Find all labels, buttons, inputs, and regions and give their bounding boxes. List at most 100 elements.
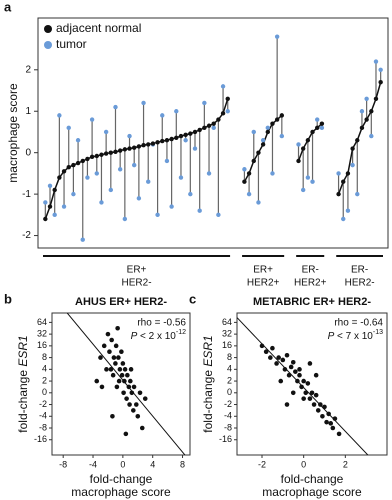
point — [105, 331, 111, 337]
normal-point — [373, 96, 379, 102]
point — [129, 390, 135, 396]
y-axis-label-gene: ESR1 — [201, 335, 215, 366]
normal-point — [117, 148, 123, 153]
normal-point — [174, 135, 179, 140]
tumor-point — [355, 191, 360, 197]
tumor-point — [251, 129, 256, 135]
point — [290, 390, 296, 396]
tumor-point — [192, 146, 198, 151]
point — [284, 352, 290, 358]
point — [307, 361, 313, 366]
point — [282, 367, 288, 372]
tumor-point — [132, 162, 137, 168]
tumor-point — [279, 133, 285, 139]
panel-letter: c — [189, 291, 196, 306]
normal-point — [369, 109, 374, 114]
tumor-point — [155, 212, 160, 218]
tumor-point — [369, 133, 374, 139]
point — [122, 378, 127, 384]
normal-point — [192, 129, 198, 135]
y-tick-label: 0 — [25, 147, 31, 158]
point — [104, 367, 109, 372]
normal-point — [345, 171, 351, 176]
normal-point — [160, 138, 165, 144]
tumor-point — [336, 171, 341, 176]
point — [127, 402, 132, 407]
normal-point — [71, 162, 76, 168]
normal-point — [99, 152, 104, 157]
tumor-point — [319, 125, 325, 131]
normal-point — [300, 146, 306, 151]
point — [122, 367, 128, 372]
tumor-point — [373, 59, 379, 64]
tumor-point — [89, 117, 95, 122]
tumor-point — [188, 191, 193, 197]
tumor-point — [94, 171, 99, 176]
point — [137, 390, 143, 396]
x-axis-label: macrophage score — [262, 485, 362, 499]
point — [278, 378, 284, 384]
point — [309, 390, 315, 396]
normal-point — [251, 158, 256, 164]
group-label: HER2- — [122, 278, 152, 289]
panel-letter: b — [4, 291, 12, 306]
x-tick-label: 2 — [343, 459, 348, 469]
y-tick-label: 2 — [227, 375, 232, 385]
point — [326, 411, 331, 417]
tumor-point — [310, 179, 315, 184]
x-axis-label: fold-change — [90, 472, 153, 486]
point — [119, 349, 124, 355]
point — [280, 357, 286, 363]
legend-swatch — [44, 25, 52, 33]
normal-point — [183, 132, 188, 138]
tumor-point — [345, 208, 351, 213]
tumor-point — [296, 142, 301, 147]
normal-point — [61, 169, 67, 174]
point — [313, 372, 319, 378]
tumor-point — [211, 125, 216, 131]
x-tick-label: -4 — [89, 459, 97, 469]
point — [295, 378, 300, 384]
y-tick-label: -2 — [39, 399, 47, 409]
point — [301, 396, 306, 401]
tumor-point — [99, 200, 104, 205]
tumor-point — [246, 191, 252, 197]
point — [322, 404, 327, 410]
point — [315, 408, 321, 413]
tumor-point — [117, 167, 123, 172]
normal-point — [178, 133, 184, 139]
tumor-point — [146, 179, 151, 184]
y-tick-label: 0 — [42, 387, 47, 397]
normal-point — [319, 121, 325, 126]
point — [270, 345, 275, 351]
normal-point — [265, 129, 270, 135]
annotation-p: P < 7 x 10-13 — [328, 329, 384, 342]
y-tick-label: 64 — [37, 317, 47, 327]
normal-point — [220, 111, 226, 116]
p-text: < 7 x 10 — [334, 331, 373, 342]
tumor-point — [66, 125, 71, 131]
y-tick-label: -4 — [39, 411, 47, 421]
y-axis-label-text: fold-change — [16, 370, 30, 433]
point — [114, 384, 120, 390]
tumor-point — [80, 237, 85, 242]
normal-point — [80, 158, 85, 164]
normal-point — [66, 164, 71, 170]
y-tick-label: 2 — [42, 375, 47, 385]
normal-point — [315, 125, 320, 131]
y-tick-label: 2 — [25, 64, 31, 75]
tumor-point — [169, 204, 174, 209]
plot-frame — [236, 312, 388, 456]
normal-point — [336, 191, 341, 197]
normal-point — [141, 143, 146, 148]
x-tick-label: 4 — [150, 459, 155, 469]
tumor-point — [305, 175, 311, 180]
legend-swatch — [44, 41, 52, 49]
normal-point — [225, 96, 230, 102]
p-text: < 2 x 10 — [137, 331, 176, 342]
point — [133, 402, 139, 407]
tumor-point — [256, 200, 261, 205]
point — [284, 402, 290, 407]
point — [318, 402, 323, 407]
legend-label: adjacent normal — [56, 21, 141, 35]
